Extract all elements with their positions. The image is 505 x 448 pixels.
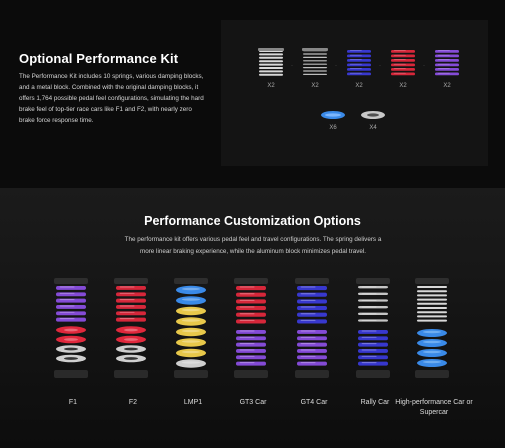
config-stack-illustration — [174, 278, 208, 378]
kit-block-2 — [361, 111, 385, 119]
kit-description: The Performance Kit includes 10 springs,… — [19, 73, 204, 124]
kit-spring-qty: X2 — [355, 83, 363, 89]
config-stack-illustration — [54, 278, 88, 378]
kit-spring-4 — [391, 50, 415, 76]
config-label: F2 — [128, 399, 138, 406]
config-rally-car — [354, 278, 396, 378]
kit-block-qty: X4 — [369, 125, 377, 131]
kit-spring-qty: X2 — [267, 83, 275, 89]
config-stack-illustration — [234, 278, 268, 378]
options-title: Performance Customization Options — [144, 214, 361, 228]
kit-spring-1 — [258, 48, 284, 76]
config-gt3-car — [232, 278, 274, 378]
config-stack-illustration — [415, 278, 449, 378]
kit-spring-qty: X2 — [443, 83, 451, 89]
config-label: High-performance Car or Supercar — [395, 399, 473, 416]
kit-title: Optional Performance Kit — [19, 51, 179, 66]
kit-block-qty: X6 — [329, 125, 337, 131]
options-section: Performance Customization Options The pe… — [0, 188, 505, 448]
config-gt4-car — [293, 278, 335, 378]
config-label: Rally Car — [360, 399, 390, 406]
config-f1 — [52, 278, 94, 378]
options-description: The performance kit offers various pedal… — [124, 236, 382, 255]
kit-separator: · — [423, 63, 425, 69]
kit-contents-panel: X2 · X2 · X2 · X2 · X2 X6 X4 — [221, 20, 488, 166]
kit-contents-illustration: X2 · X2 · X2 · X2 · X2 X6 X4 — [258, 48, 459, 131]
config-label: GT4 Car — [300, 399, 328, 406]
kit-section: Optional Performance Kit The Performance… — [0, 0, 505, 188]
config-f2 — [112, 278, 154, 378]
config-high-performance-car-or-supercar — [413, 278, 455, 378]
kit-spring-2 — [302, 48, 328, 75]
kit-spring-3 — [347, 50, 371, 76]
config-label: F1 — [68, 399, 78, 406]
config-stack-illustration — [114, 278, 148, 378]
kit-spring-qty: X2 — [399, 83, 407, 89]
config-stack-illustration — [295, 278, 329, 378]
config-label: LMP1 — [183, 399, 203, 406]
kit-separator: · — [291, 63, 293, 69]
kit-separator: · — [379, 63, 381, 69]
config-lmp1 — [172, 278, 214, 378]
kit-block-1 — [321, 111, 345, 119]
config-stack-illustration — [356, 278, 390, 378]
kit-separator: · — [335, 63, 337, 69]
config-label: GT3 Car — [239, 399, 267, 406]
kit-spring-5 — [435, 50, 459, 76]
kit-spring-qty: X2 — [311, 83, 319, 89]
